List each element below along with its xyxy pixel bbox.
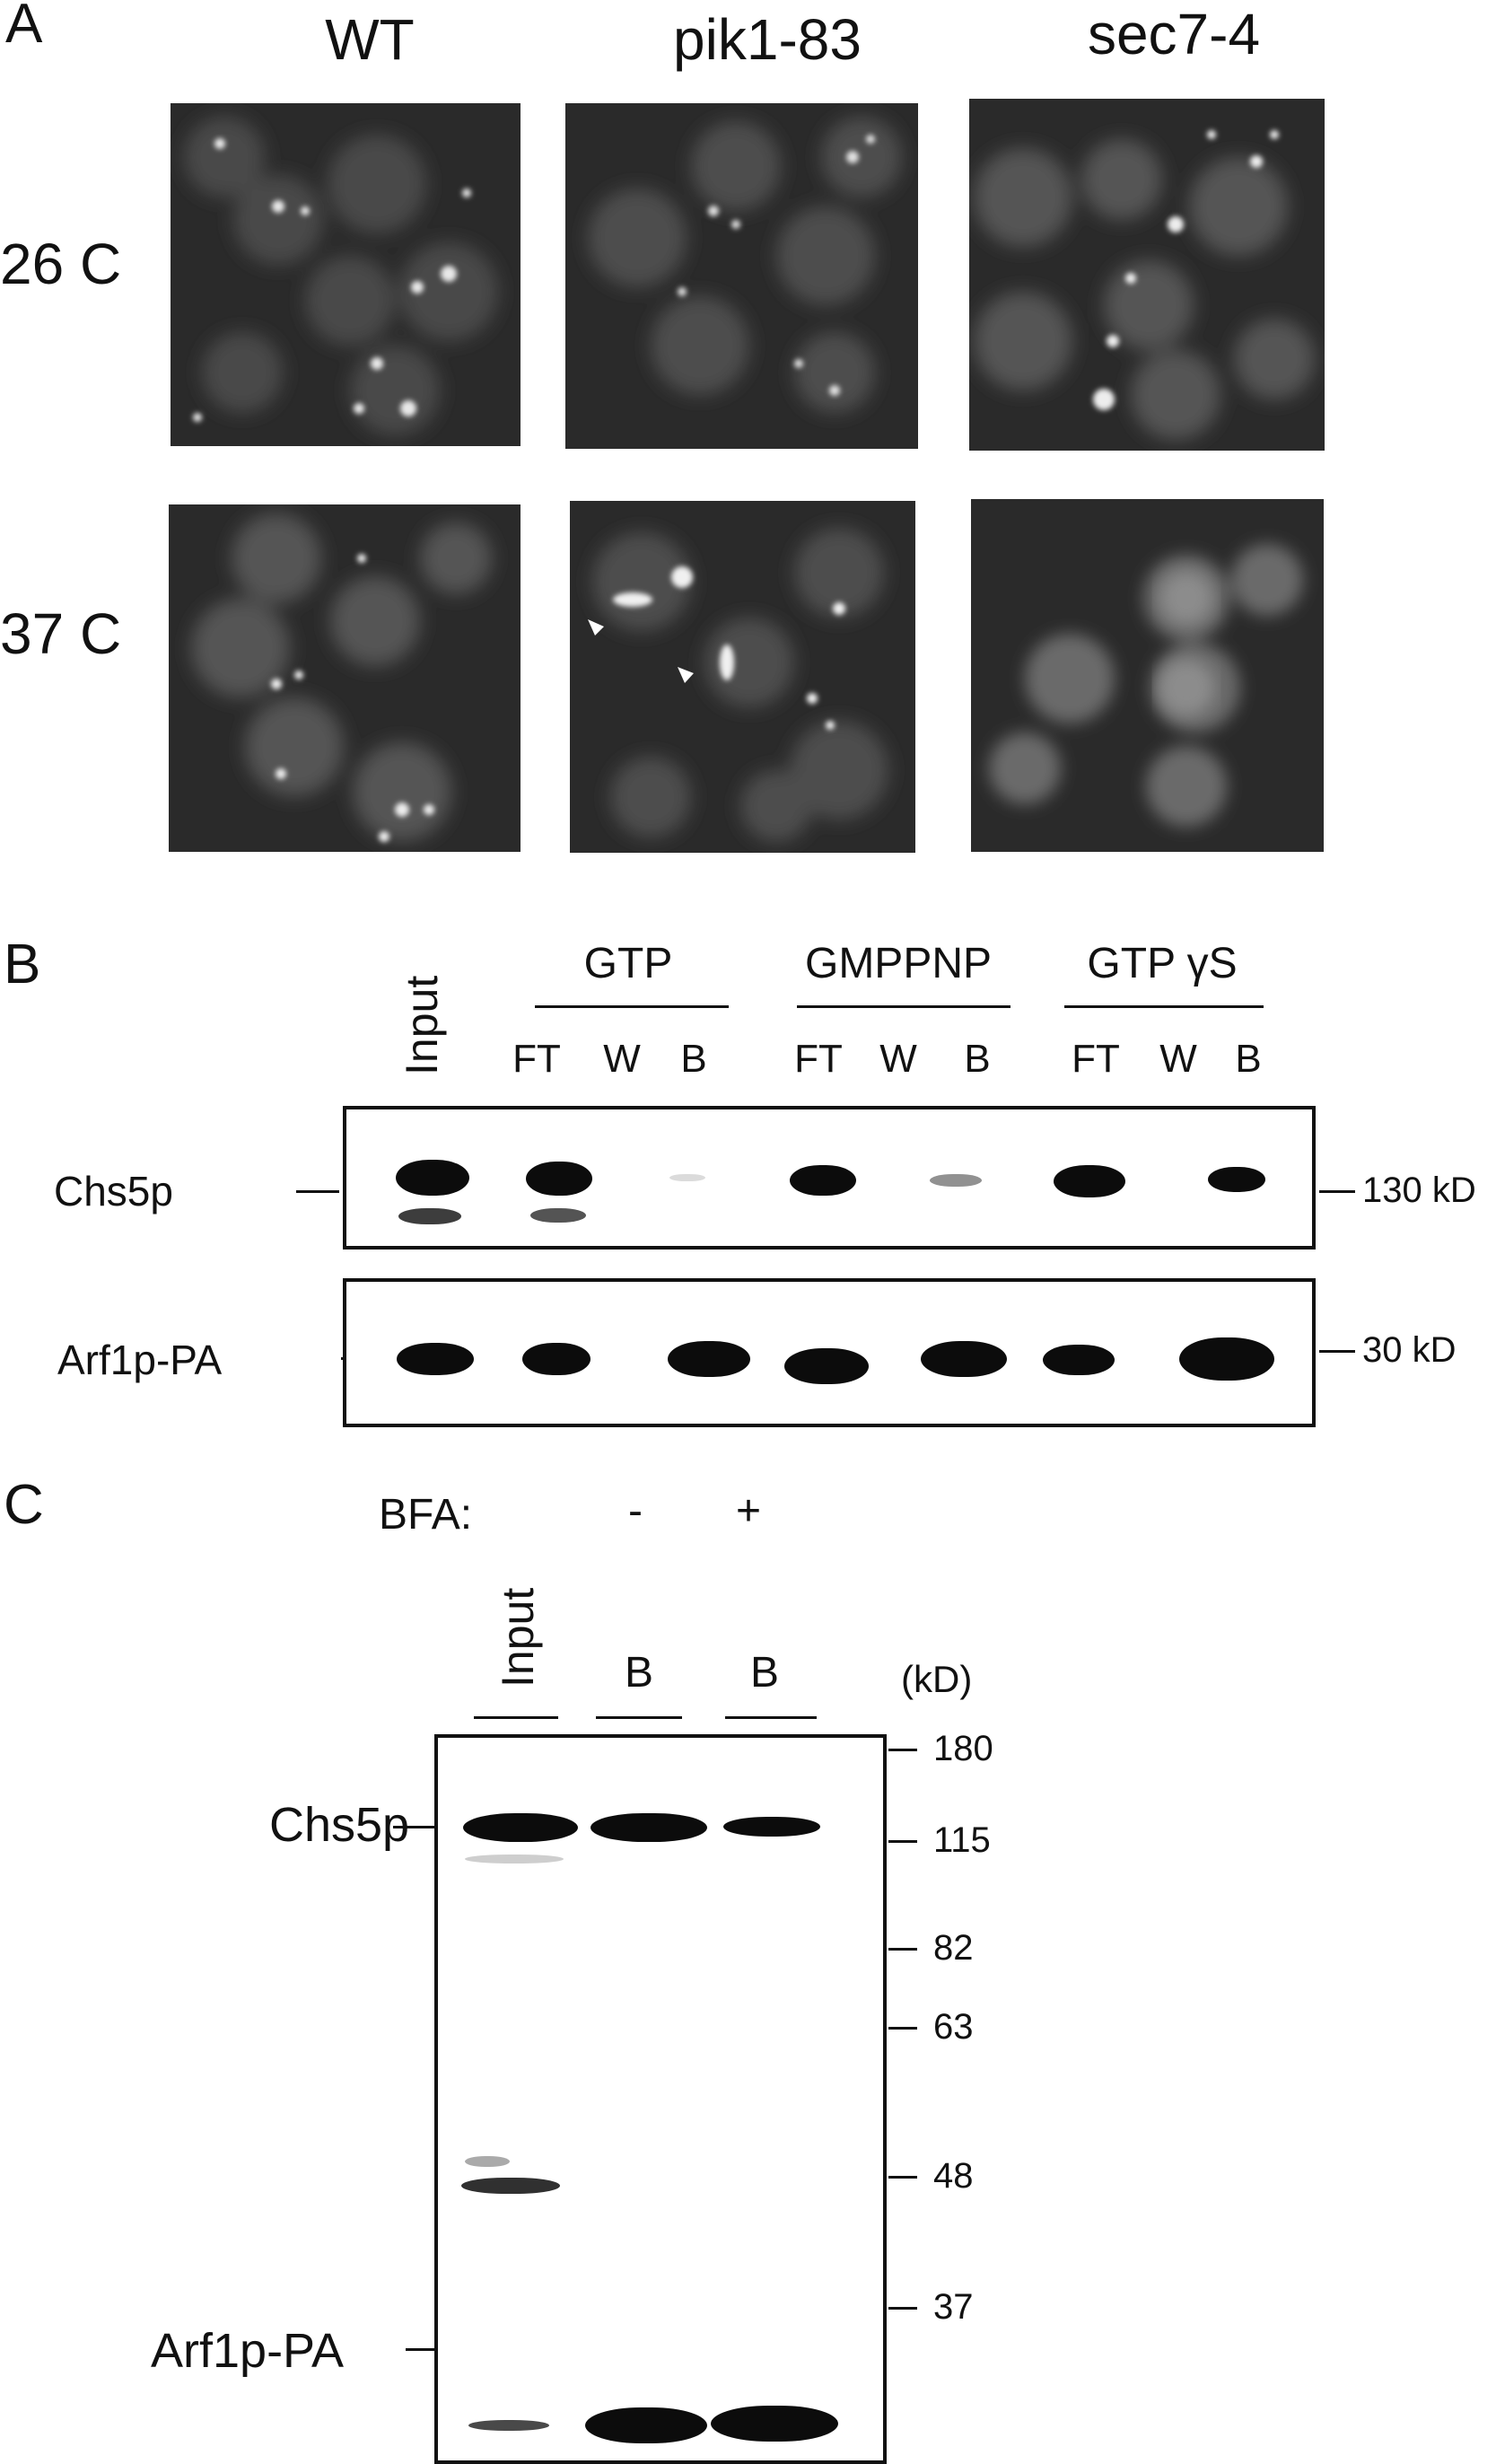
lane-label: FT bbox=[512, 1037, 561, 1081]
marker-180: 180 bbox=[933, 1729, 993, 1768]
band-chs5p-plus bbox=[723, 1817, 820, 1837]
lane-label: FT bbox=[1072, 1037, 1120, 1081]
label-tick bbox=[393, 1826, 434, 1828]
bfa-plus: + bbox=[736, 1487, 762, 1535]
lane-b-plus: B bbox=[749, 1649, 779, 1697]
lane-label: W bbox=[603, 1037, 641, 1081]
group-underline-gtp bbox=[535, 1005, 729, 1008]
lane-b-minus: B bbox=[624, 1649, 653, 1697]
band-gtp-b bbox=[669, 1174, 705, 1181]
micrograph-wt-37c bbox=[169, 504, 521, 852]
mw-tick bbox=[1319, 1350, 1355, 1353]
band-input bbox=[396, 1160, 469, 1196]
mw-tick bbox=[1319, 1190, 1355, 1193]
panel-b-letter: B bbox=[4, 934, 41, 995]
band-gtp-b bbox=[668, 1341, 750, 1377]
band-chs5p-input bbox=[463, 1813, 578, 1842]
lane-label: W bbox=[1159, 1037, 1197, 1081]
band-input-lower bbox=[398, 1208, 461, 1224]
marker-tick bbox=[888, 1749, 917, 1751]
column-title-sec7-4: sec7-4 bbox=[1087, 2, 1261, 66]
western-blot-arf1p-pa-b bbox=[343, 1278, 1316, 1427]
protein-label-chs5p-b: Chs5p bbox=[54, 1168, 173, 1214]
marker-tick bbox=[888, 1948, 917, 1951]
bfa-minus: - bbox=[628, 1487, 643, 1535]
kd-unit-label: (kD) bbox=[901, 1658, 973, 1700]
band-arf1p-pa-input bbox=[468, 2420, 549, 2431]
mw-label-130kd: 130 kD bbox=[1362, 1171, 1476, 1210]
marker-tick bbox=[888, 2307, 917, 2310]
row-title-26c: 26 C bbox=[0, 232, 122, 296]
band-input-minor bbox=[465, 2156, 510, 2167]
lane-label: B bbox=[964, 1037, 991, 1081]
band-input-48 bbox=[461, 2178, 560, 2194]
marker-48: 48 bbox=[933, 2156, 974, 2196]
micrograph-pik1-83-26c bbox=[565, 103, 918, 449]
band-gtp-ft bbox=[522, 1343, 591, 1375]
micrograph-pik1-83-37c bbox=[570, 501, 915, 853]
row-title-37c: 37 C bbox=[0, 601, 122, 666]
group-gmppnp: GMPPNP bbox=[804, 940, 993, 987]
band-gtp-gamma-s-b bbox=[1208, 1167, 1265, 1192]
panel-a-letter: A bbox=[5, 0, 43, 55]
lane-label: FT bbox=[794, 1037, 843, 1081]
lane-label: B bbox=[1235, 1037, 1262, 1081]
band-chs5p-minus bbox=[591, 1813, 707, 1842]
lane-underline-plus bbox=[725, 1716, 817, 1719]
input-underline bbox=[474, 1716, 558, 1719]
band-gmppnp-ft bbox=[790, 1165, 856, 1196]
band-arf1p-pa-plus bbox=[711, 2406, 838, 2442]
marker-63: 63 bbox=[933, 2007, 974, 2047]
band-chs5p-input-minor bbox=[465, 1855, 564, 1863]
marker-tick bbox=[888, 2176, 917, 2179]
band-gtp-gamma-s-b bbox=[1179, 1337, 1274, 1381]
panel-c-letter: C bbox=[4, 1474, 44, 1536]
micrograph-sec7-4-26c bbox=[969, 99, 1325, 451]
lane-label: W bbox=[879, 1037, 917, 1081]
band-gmppnp-b bbox=[921, 1341, 1007, 1377]
band-gtp-gamma-s-ft bbox=[1054, 1165, 1125, 1197]
lane-underline-minus bbox=[596, 1716, 682, 1719]
marker-82: 82 bbox=[933, 1928, 974, 1968]
western-blot-c bbox=[434, 1734, 887, 2464]
western-blot-chs5p-b bbox=[343, 1106, 1316, 1250]
band-gmppnp-ft bbox=[784, 1348, 869, 1384]
band-gtp-gamma-s-ft bbox=[1043, 1345, 1115, 1375]
protein-label-arf1p-pa-c: Arf1p-PA bbox=[151, 2324, 345, 2378]
lane-label: B bbox=[680, 1037, 707, 1081]
bfa-label: BFA: bbox=[379, 1491, 473, 1539]
marker-37: 37 bbox=[933, 2287, 974, 2327]
band-gtp-ft-lower bbox=[530, 1208, 586, 1223]
column-title-pik1-83: pik1-83 bbox=[673, 7, 862, 72]
band-gmppnp-b bbox=[930, 1174, 982, 1187]
arrowhead-markers bbox=[588, 619, 694, 683]
input-label-c: Input bbox=[493, 1587, 543, 1688]
group-gtp-gamma-s: GTP γS bbox=[1087, 940, 1238, 987]
marker-tick bbox=[888, 2027, 917, 2030]
band-arf1p-pa-minus bbox=[585, 2407, 707, 2443]
marker-115: 115 bbox=[933, 1820, 991, 1860]
band-input bbox=[397, 1343, 474, 1375]
group-gtp: GTP bbox=[583, 940, 673, 987]
mw-label-30kd: 30 kD bbox=[1362, 1330, 1457, 1370]
label-tick bbox=[406, 2348, 434, 2351]
group-underline-gtp-gamma-s bbox=[1064, 1005, 1264, 1008]
label-tick bbox=[296, 1190, 339, 1193]
micrograph-sec7-4-37c bbox=[971, 499, 1324, 852]
group-underline-gmppnp bbox=[797, 1005, 1010, 1008]
column-title-wt: WT bbox=[325, 7, 415, 72]
protein-label-arf1p-pa-b: Arf1p-PA bbox=[57, 1337, 223, 1383]
protein-label-chs5p-c: Chs5p bbox=[269, 1798, 410, 1852]
band-gtp-ft bbox=[526, 1162, 592, 1196]
marker-tick bbox=[888, 1840, 917, 1843]
micrograph-wt-26c bbox=[171, 103, 521, 446]
